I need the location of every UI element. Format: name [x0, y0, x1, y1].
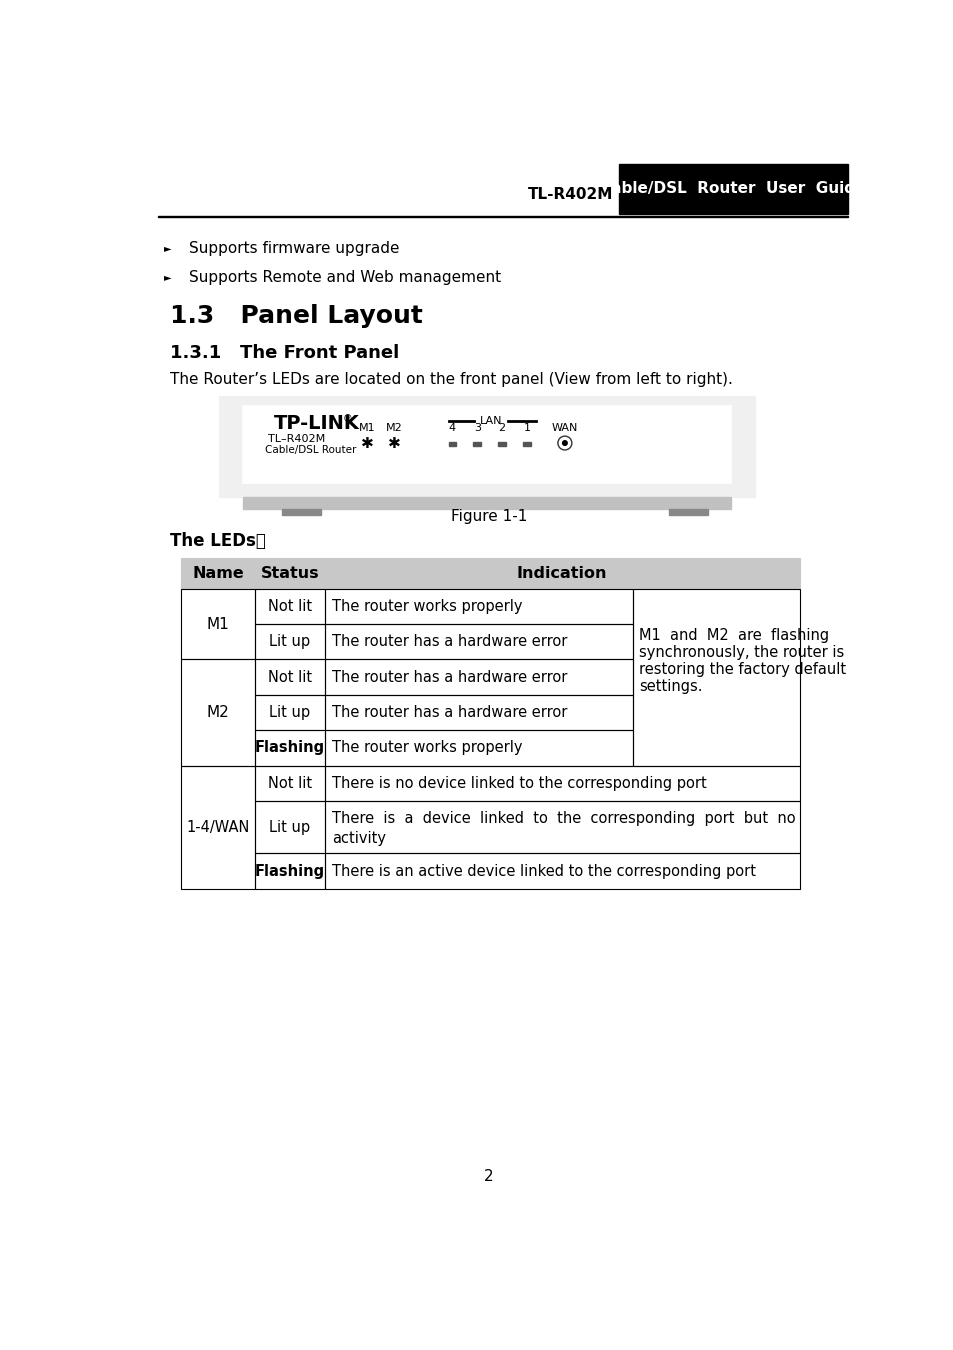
Bar	[735, 397, 754, 497]
Text: LAN: LAN	[479, 417, 502, 427]
Bar	[254, 589, 324, 624]
Text: The router has a hardware error: The router has a hardware error	[332, 670, 567, 684]
Circle shape	[562, 440, 567, 446]
Bar	[324, 624, 633, 659]
Text: Not lit: Not lit	[268, 776, 312, 791]
Bar	[181, 589, 254, 659]
Text: Flashing: Flashing	[254, 740, 324, 756]
Bar	[669, 509, 707, 516]
Bar	[254, 730, 324, 765]
Text: 1-4/WAN: 1-4/WAN	[186, 819, 250, 834]
Text: Lit up: Lit up	[269, 634, 310, 649]
Text: Supports firmware upgrade: Supports firmware upgrade	[189, 240, 399, 255]
Text: Cable/DSL Router: Cable/DSL Router	[265, 446, 356, 455]
Text: M2: M2	[386, 423, 402, 432]
Text: The router works properly: The router works properly	[332, 599, 522, 614]
Text: The LEDs：: The LEDs：	[170, 532, 265, 549]
Bar	[243, 406, 731, 483]
Text: 4: 4	[449, 423, 456, 432]
Text: ®: ®	[342, 414, 352, 424]
Bar	[495, 439, 509, 450]
Text: There is no device linked to the corresponding port: There is no device linked to the corresp…	[332, 776, 706, 791]
Text: M2: M2	[207, 705, 230, 720]
Text: Cable/DSL  Router  User  Guide: Cable/DSL Router User Guide	[599, 181, 864, 197]
Text: 1.3   Panel Layout: 1.3 Panel Layout	[170, 304, 422, 328]
Bar	[243, 497, 731, 509]
Text: activity: activity	[332, 830, 386, 845]
Bar	[254, 853, 324, 888]
Bar	[470, 439, 484, 450]
Bar	[448, 443, 456, 446]
Bar	[254, 765, 324, 801]
Bar	[522, 443, 530, 446]
Text: ►: ►	[164, 273, 172, 282]
Text: Name: Name	[192, 566, 244, 580]
Bar	[473, 443, 480, 446]
Text: Supports Remote and Web management: Supports Remote and Web management	[189, 270, 500, 285]
Text: Indication: Indication	[517, 566, 607, 580]
Text: Status: Status	[260, 566, 318, 580]
Text: Flashing: Flashing	[254, 864, 324, 879]
Circle shape	[558, 436, 571, 450]
Bar	[497, 443, 505, 446]
Text: M1  and  M2  are  flashing: M1 and M2 are flashing	[639, 628, 828, 643]
Text: 1.3.1   The Front Panel: 1.3.1 The Front Panel	[170, 344, 398, 362]
Text: The router has a hardware error: The router has a hardware error	[332, 705, 567, 720]
Bar	[181, 659, 254, 765]
Text: ✱: ✱	[360, 436, 374, 451]
Text: WAN: WAN	[551, 423, 578, 432]
Text: There is an active device linked to the corresponding port: There is an active device linked to the …	[332, 864, 756, 879]
Bar	[282, 509, 320, 516]
Bar	[618, 165, 847, 215]
Text: 2: 2	[498, 423, 505, 432]
Bar	[633, 589, 799, 765]
Text: settings.: settings.	[639, 679, 702, 694]
Text: Not lit: Not lit	[268, 670, 312, 684]
Text: There  is  a  device  linked  to  the  corresponding  port  but  no: There is a device linked to the correspo…	[332, 810, 795, 826]
Text: TL–R402M: TL–R402M	[268, 435, 325, 444]
Bar	[119, 162, 858, 231]
Bar	[248, 410, 726, 478]
Text: The Router’s LEDs are located on the front panel (View from left to right).: The Router’s LEDs are located on the fro…	[170, 373, 732, 387]
Bar	[254, 695, 324, 730]
Text: Not lit: Not lit	[268, 599, 312, 614]
Bar	[324, 801, 799, 853]
Text: Lit up: Lit up	[269, 705, 310, 720]
Text: synchronously, the router is: synchronously, the router is	[639, 645, 843, 660]
Text: TL-R402M: TL-R402M	[528, 186, 613, 202]
Bar	[220, 397, 754, 497]
Text: restoring the factory default: restoring the factory default	[639, 662, 845, 676]
Text: ✱: ✱	[388, 436, 400, 451]
Text: The router works properly: The router works properly	[332, 740, 522, 756]
Bar	[519, 439, 534, 450]
Bar	[254, 659, 324, 695]
Bar	[254, 624, 324, 659]
Bar	[324, 765, 799, 801]
Bar	[324, 853, 799, 888]
Text: 1: 1	[523, 423, 530, 432]
Text: ►: ►	[164, 243, 172, 254]
Text: Lit up: Lit up	[269, 819, 310, 834]
Bar	[158, 216, 847, 217]
Bar	[445, 439, 459, 450]
Bar	[181, 765, 254, 888]
Bar	[220, 397, 239, 497]
Bar	[324, 659, 633, 695]
Text: M1: M1	[207, 617, 230, 632]
Bar	[254, 801, 324, 853]
Text: 3: 3	[474, 423, 480, 432]
Bar	[324, 730, 633, 765]
Bar	[324, 695, 633, 730]
Text: 2: 2	[483, 1169, 494, 1184]
Text: TP-LINK: TP-LINK	[274, 413, 359, 432]
Text: The router has a hardware error: The router has a hardware error	[332, 634, 567, 649]
Bar	[181, 558, 799, 589]
Bar	[324, 589, 633, 624]
Text: M1: M1	[358, 423, 375, 432]
Text: Figure 1-1: Figure 1-1	[450, 509, 527, 524]
